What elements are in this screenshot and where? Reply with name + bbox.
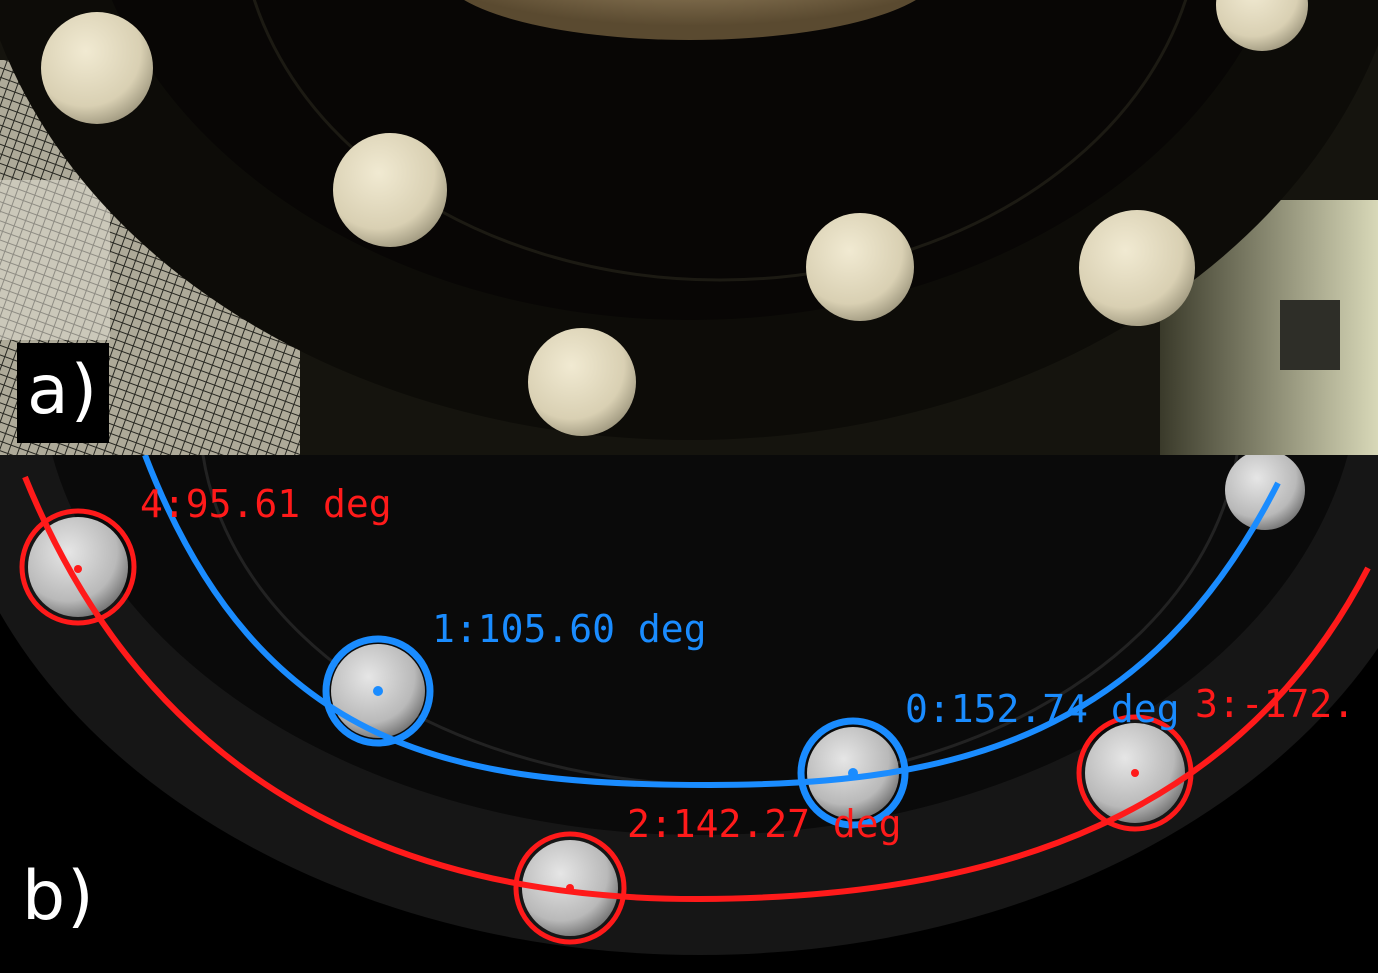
detection-label-2: 2:142.27 deg (627, 802, 902, 846)
photo-scene (0, 0, 1378, 455)
detection-center-0 (848, 768, 858, 778)
detection-center-2 (566, 884, 574, 892)
marker-sphere (1225, 455, 1305, 530)
detection-label-3: 3:-172. (1195, 682, 1356, 726)
detection-label-4: 4:95.61 deg (140, 482, 392, 526)
outer-ring-arc (22, 475, 1371, 903)
detection-label-0: 0:152.74 deg (905, 687, 1180, 731)
panel-a-label: a) (17, 343, 110, 443)
detection-center-1 (373, 686, 383, 696)
panel-b-detection: 4:95.61 deg 1:105.60 deg 0:152.74 deg 3:… (0, 455, 1378, 973)
detection-circle-0 (797, 717, 909, 829)
detection-label-1: 1:105.60 deg (432, 607, 707, 651)
inner-ring-arc (142, 455, 1281, 789)
panel-a-photo: a) (0, 0, 1378, 455)
detection-overlay (0, 455, 1378, 973)
detection-center-3 (1131, 769, 1139, 777)
detection-circle-1 (322, 635, 434, 747)
detection-center-4 (74, 565, 82, 573)
detection-circle-3 (1076, 714, 1194, 832)
panel-b-label: b) (22, 857, 96, 936)
detection-circle-4 (19, 508, 137, 626)
detection-circle-2 (513, 831, 627, 945)
